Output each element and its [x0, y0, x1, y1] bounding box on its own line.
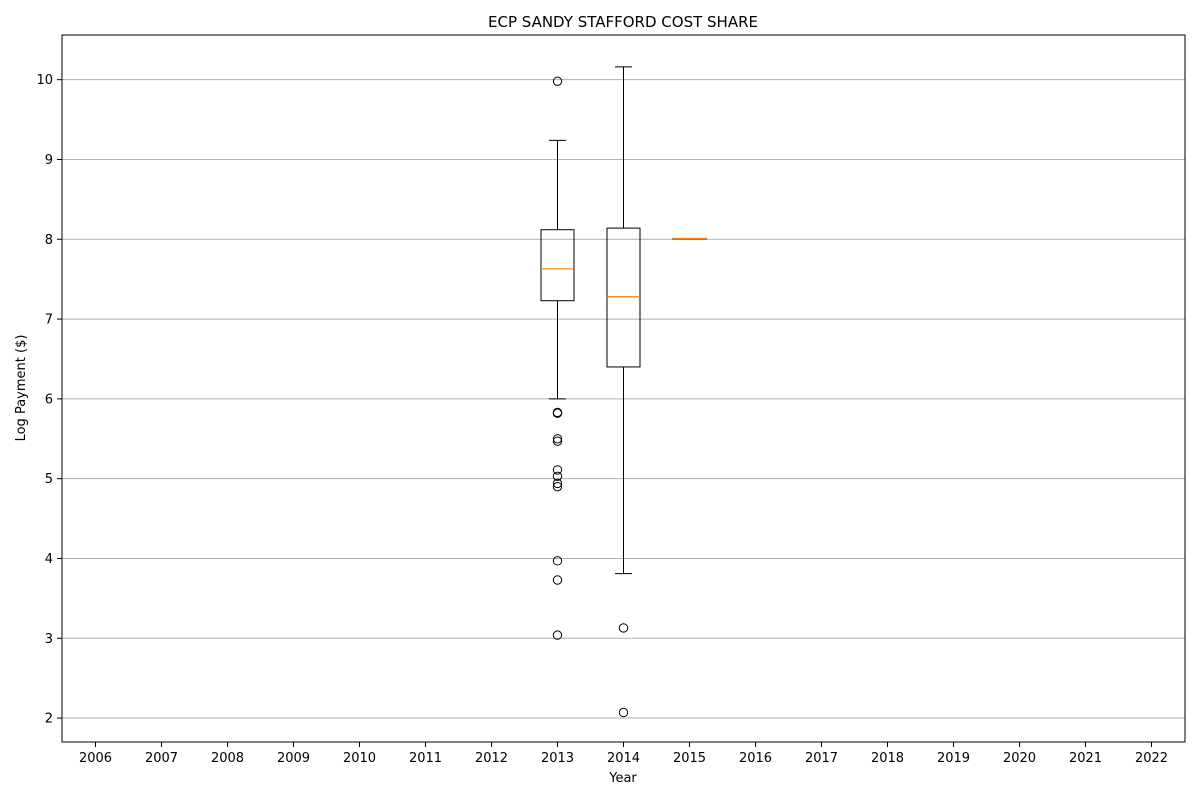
- x-tick-label: 2021: [1069, 751, 1102, 766]
- box-2014: [606, 66, 641, 718]
- x-tick-label: 2019: [937, 751, 970, 766]
- y-tick-label: 10: [36, 73, 53, 88]
- box-2015: [672, 237, 707, 240]
- x-tick-label: 2020: [1003, 751, 1036, 766]
- iqr-box: [606, 227, 641, 368]
- y-tick-label: 7: [45, 313, 53, 328]
- chart-title: ECP SANDY STAFFORD COST SHARE: [488, 13, 758, 31]
- x-axis-ticks: 2006 2007 2008 2009 2010 2011 2012 2013 2014 2015…: [79, 742, 1168, 766]
- y-tick-label: 3: [45, 632, 53, 647]
- outlier-point: [552, 436, 563, 446]
- x-tick-label: 2012: [475, 751, 508, 766]
- y-tick-label: 8: [45, 233, 53, 248]
- outlier-point: [618, 623, 629, 633]
- y-tick-label: 4: [45, 552, 53, 567]
- x-tick-label: 2010: [343, 751, 376, 766]
- outlier-point: [552, 465, 563, 475]
- x-tick-label: 2013: [541, 751, 574, 766]
- x-axis-label: Year: [608, 771, 637, 786]
- outlier-point: [552, 478, 563, 489]
- outlier-point: [552, 575, 563, 585]
- boxes: [540, 66, 707, 718]
- x-tick-label: 2009: [277, 751, 310, 766]
- outlier-point: [552, 408, 563, 418]
- x-tick-label: 2007: [145, 751, 178, 766]
- x-tick-label: 2015: [673, 751, 706, 766]
- x-tick-label: 2014: [607, 751, 640, 766]
- outlier-point: [552, 556, 563, 566]
- y-axis-label: Log Payment ($): [14, 335, 29, 442]
- y-tick-label: 5: [45, 472, 53, 487]
- box-2013: [540, 76, 575, 640]
- y-tick-label: 9: [45, 153, 53, 168]
- x-tick-label: 2016: [739, 751, 772, 766]
- y-axis-ticks: 2 3 4 5 6 7 8 9 10: [36, 73, 62, 727]
- x-tick-label: 2006: [79, 751, 112, 766]
- x-tick-label: 2018: [871, 751, 904, 766]
- y-tick-label: 2: [45, 712, 53, 727]
- iqr-box: [540, 229, 575, 302]
- x-tick-label: 2008: [211, 751, 244, 766]
- y-tick-label: 6: [45, 392, 53, 407]
- outlier-point: [618, 707, 629, 718]
- outlier-point: [552, 630, 563, 640]
- x-tick-label: 2011: [409, 751, 442, 766]
- x-tick-label: 2022: [1135, 751, 1168, 766]
- outlier-point: [552, 471, 563, 481]
- outlier-point: [552, 481, 563, 492]
- x-tick-label: 2017: [805, 751, 838, 766]
- outlier-point: [552, 76, 563, 86]
- outlier-point: [552, 434, 563, 444]
